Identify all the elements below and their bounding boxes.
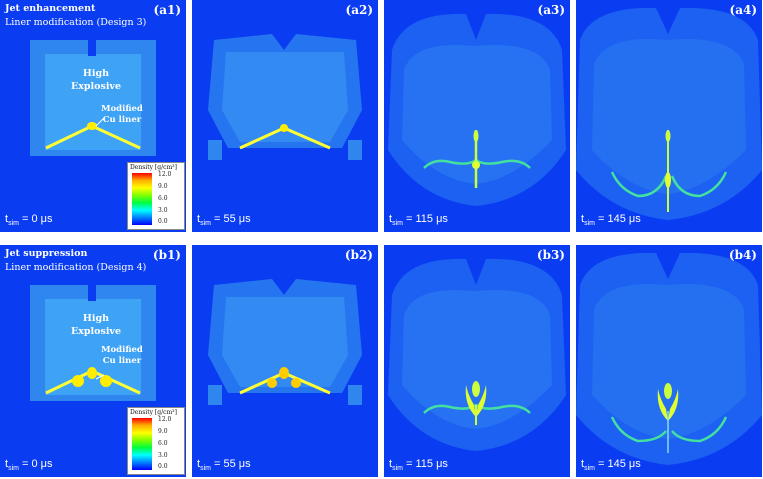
time-label: tsim = 55 μs	[197, 212, 251, 227]
panel-b4: (b4) tsim = 145 μs	[576, 245, 762, 477]
panel-label: (a2)	[345, 3, 373, 17]
time-label: tsim = 0 μs	[5, 212, 53, 227]
time-label: tsim = 115 μs	[389, 212, 448, 227]
colorbar-tick: 3.0	[158, 452, 168, 459]
liner-label: Modified Cu liner	[101, 104, 143, 125]
panel-label: (a4)	[729, 3, 757, 17]
explosive-label: High Explosive	[70, 68, 121, 92]
colorbar-tick: 3.0	[158, 207, 168, 214]
colorbar-tick: 12.0	[158, 171, 172, 178]
row-a-subheading: Liner modification (Design 3)	[5, 17, 147, 28]
panel-label: (a3)	[537, 3, 565, 17]
colorbar-gradient	[132, 173, 152, 225]
colorbar-tick: 9.0	[158, 183, 168, 190]
colorbar: Density [g/cm³] 12.0 9.0 6.0 3.0 0.0	[127, 407, 185, 475]
sim-expansion-design4	[208, 279, 362, 405]
sim-late-jet-design3	[576, 7, 762, 221]
row-b-heading: Jet suppression	[5, 248, 88, 259]
time-label: tsim = 115 μs	[389, 457, 448, 472]
panel-label: (b1)	[152, 248, 181, 262]
time-label: tsim = 145 μs	[581, 457, 641, 472]
row-a-heading: Jet enhancement	[5, 3, 96, 14]
colorbar-tick: 6.0	[158, 440, 168, 447]
sim-initial-design4	[30, 285, 156, 401]
panel-b3: (b3) tsim = 115 μs	[384, 245, 570, 477]
liner-label: Modified Cu liner	[101, 345, 143, 366]
sim-jet-design4	[388, 258, 566, 451]
explosive-label: High Explosive	[70, 313, 121, 337]
sim-initial-design3	[30, 40, 156, 156]
colorbar-title: Density [g/cm³]	[130, 164, 177, 171]
panel-label: (b4)	[728, 248, 757, 262]
panel-a1: Jet enhancement Liner modification (Desi…	[0, 0, 186, 232]
panel-b1: Jet suppression Liner modification (Desi…	[0, 245, 186, 477]
panel-a4: (a4) tsim = 145 μs	[576, 0, 762, 232]
sim-expansion-design3	[208, 34, 362, 160]
time-label: tsim = 55 μs	[197, 457, 251, 472]
sim-late-jet-design4	[576, 252, 762, 465]
colorbar-tick: 0.0	[158, 218, 168, 225]
panel-b2: (b2) tsim = 55 μs	[192, 245, 378, 477]
colorbar: Density [g/cm³] 12.0 9.0 6.0 3.0 0.0	[127, 162, 185, 230]
time-label: tsim = 0 μs	[5, 457, 53, 472]
panel-a2: (a2) tsim = 55 μs	[192, 0, 378, 232]
colorbar-tick: 0.0	[158, 463, 168, 470]
panel-a3: (a3) tsim = 115 μs	[384, 0, 570, 232]
colorbar-title: Density [g/cm³]	[130, 409, 177, 416]
colorbar-tick: 12.0	[158, 416, 172, 423]
colorbar-tick: 9.0	[158, 428, 168, 435]
panel-label: (b3)	[536, 248, 565, 262]
row-b-subheading: Liner modification (Design 4)	[5, 262, 147, 273]
time-label: tsim = 145 μs	[581, 212, 641, 227]
panel-label: (a1)	[153, 3, 181, 17]
colorbar-tick: 6.0	[158, 195, 168, 202]
sim-jet-design3	[388, 13, 566, 207]
colorbar-gradient	[132, 418, 152, 470]
panel-label: (b2)	[344, 248, 373, 262]
